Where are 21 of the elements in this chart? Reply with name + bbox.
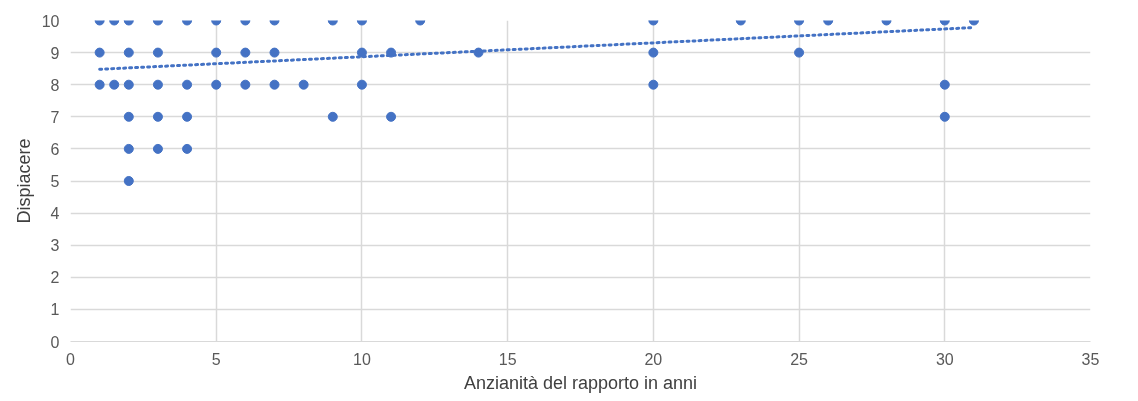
x-tick-label: 5 [211, 350, 221, 368]
x-axis-title: Anzianità del rapporto in anni [463, 372, 698, 393]
y-tick-label: 4 [50, 205, 60, 223]
x-tick-label: 35 [1081, 350, 1100, 368]
y-axis-title: Dispiacere [13, 138, 34, 224]
y-tick-label: 5 [50, 173, 60, 190]
y-tick-label: 0 [50, 333, 60, 351]
y-tick-label: 9 [50, 44, 60, 62]
y-tick-label: 8 [50, 76, 60, 94]
x-tick-label: 15 [498, 350, 517, 368]
x-tick-label: 10 [353, 350, 371, 368]
y-tick-label: 6 [50, 140, 60, 158]
y-tick-label: 7 [50, 108, 60, 126]
y-tick-label: 10 [41, 12, 60, 30]
x-tick-label: 25 [790, 350, 809, 368]
y-tick-label: 1 [50, 301, 60, 319]
y-tick-label: 3 [50, 237, 60, 255]
x-tick-label: 0 [66, 350, 76, 368]
x-tick-label: 30 [935, 350, 954, 368]
x-tick-label: 20 [644, 350, 663, 368]
y-tick-label: 2 [50, 269, 60, 287]
